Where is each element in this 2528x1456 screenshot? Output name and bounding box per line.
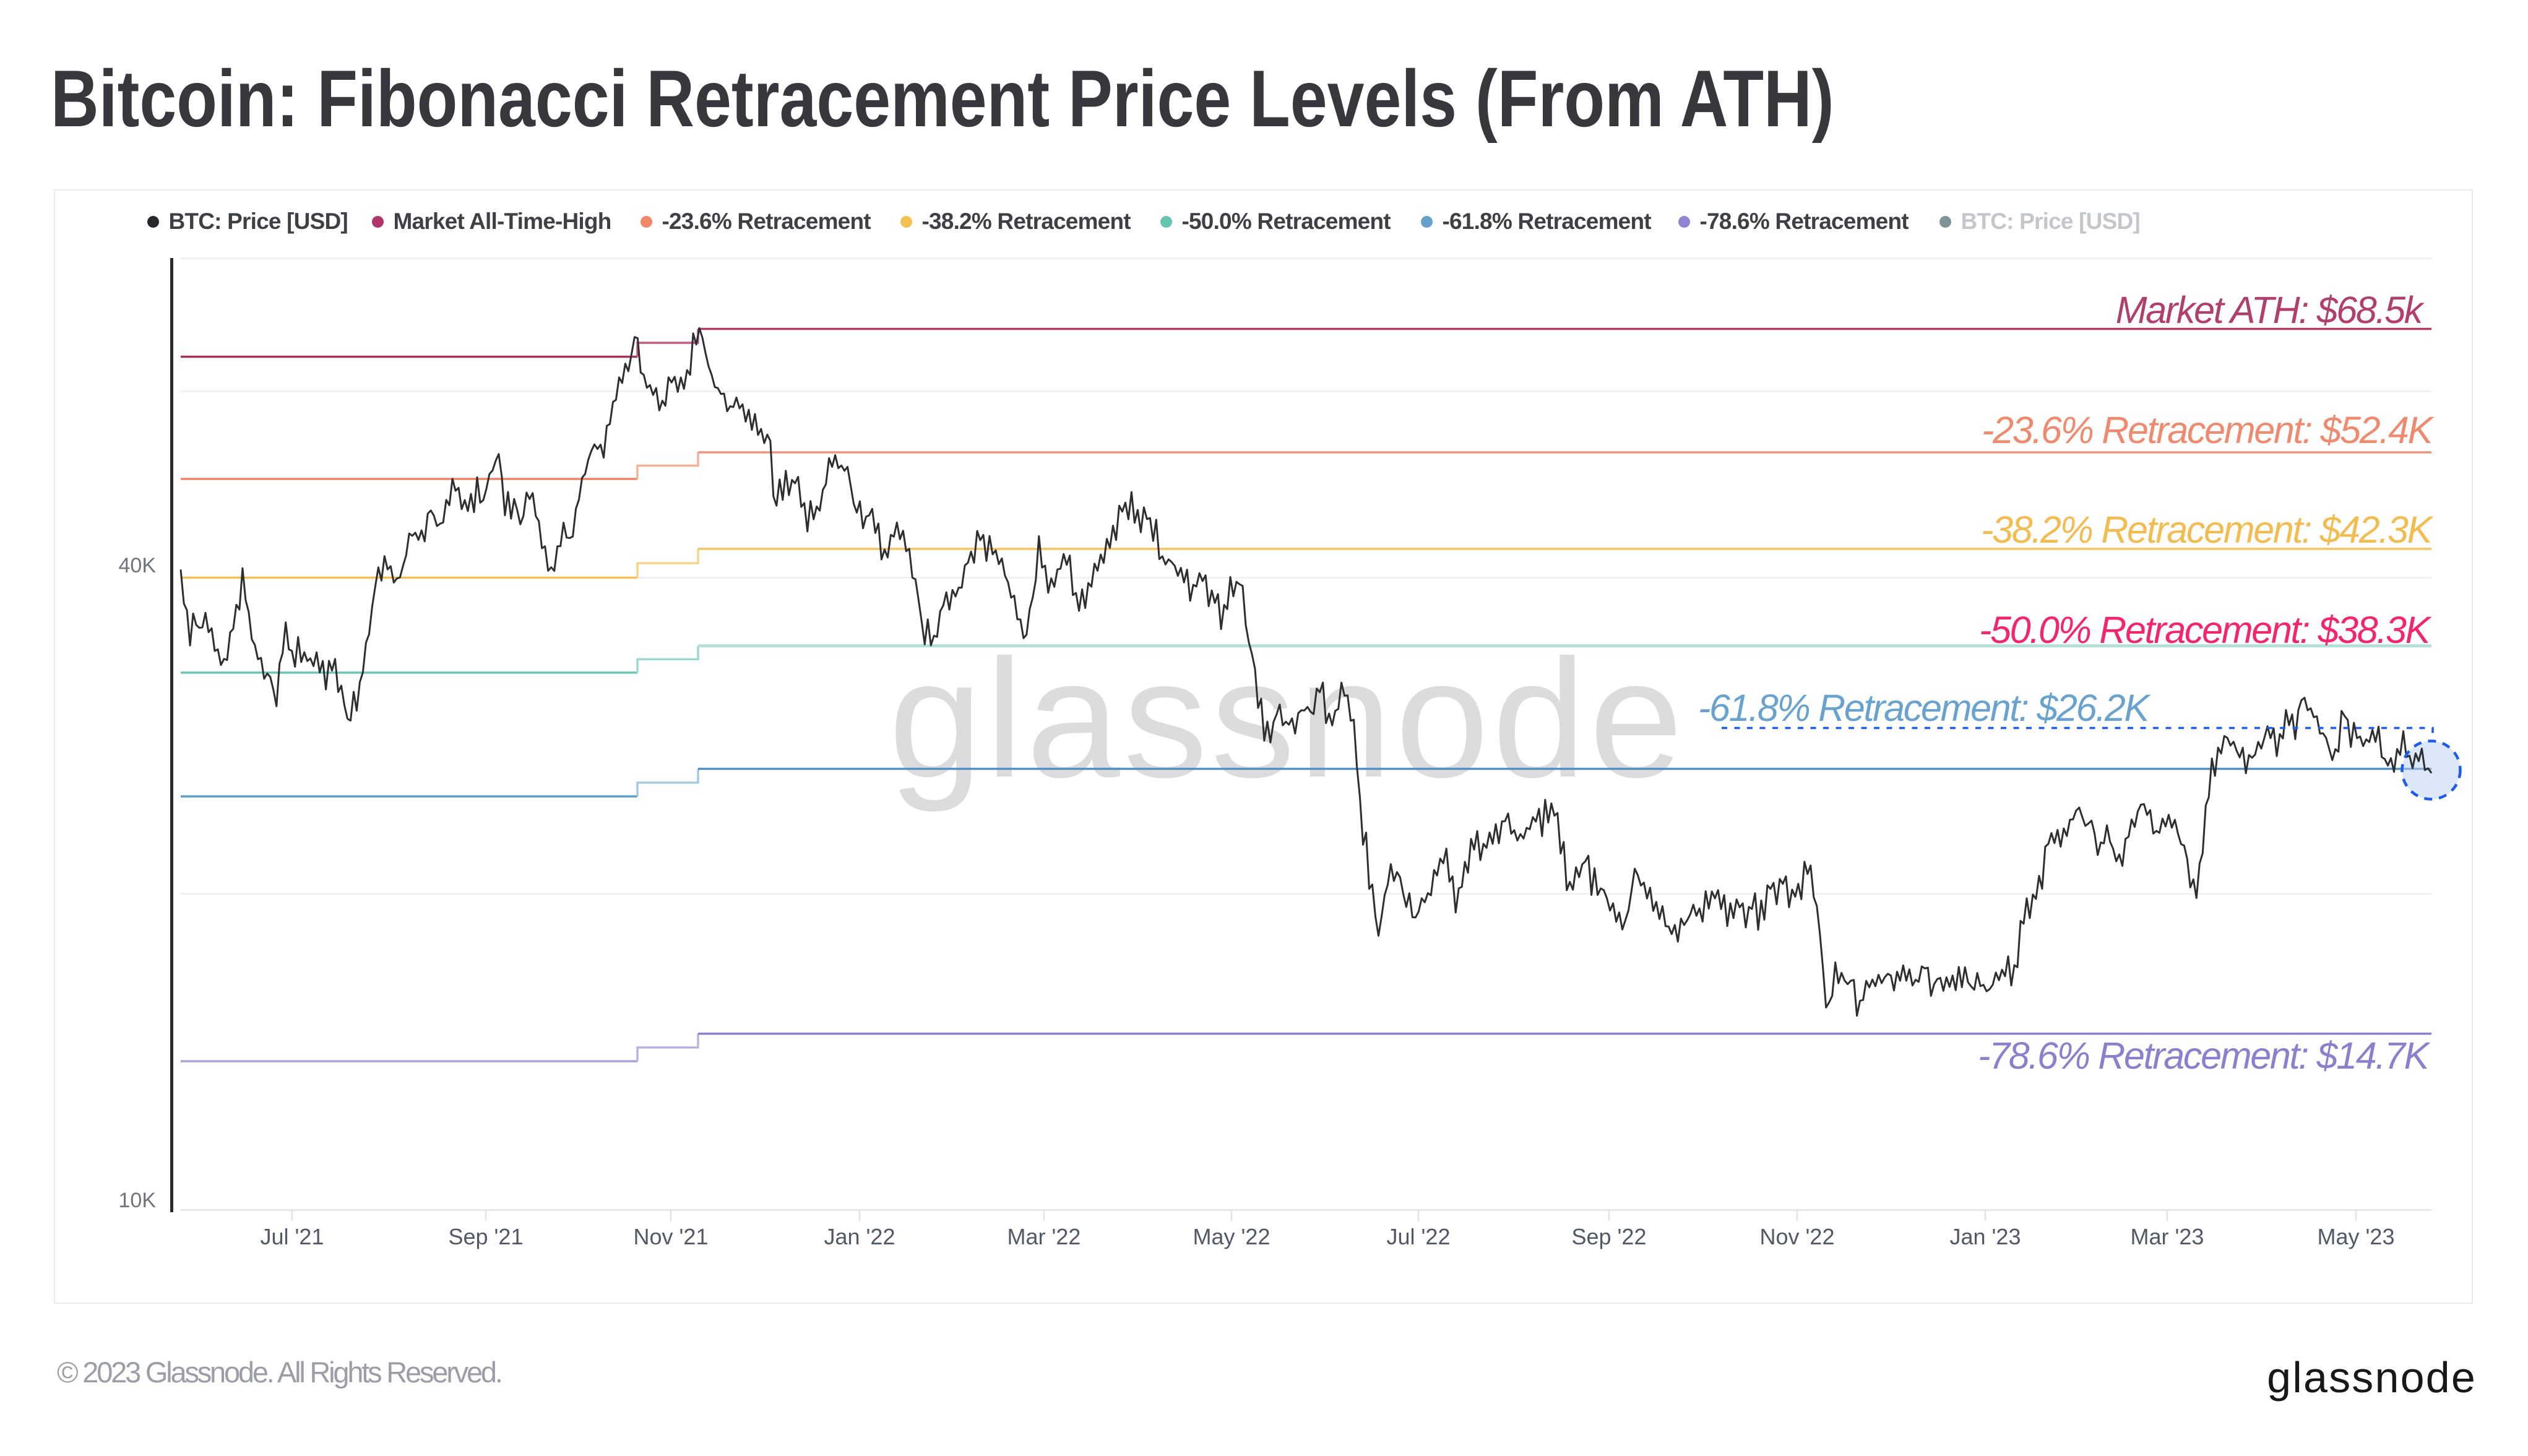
svg-text:Sep '21: Sep '21 xyxy=(449,1224,524,1249)
svg-text:-23.6% Retracement: $52.4K: -23.6% Retracement: $52.4K xyxy=(1982,409,2434,451)
svg-text:-61.8% Retracement: $26.2K: -61.8% Retracement: $26.2K xyxy=(1698,687,2151,729)
svg-text:-38.2% Retracement: $42.3K: -38.2% Retracement: $42.3K xyxy=(1981,509,2433,551)
svg-text:-78.6% Retracement: $14.7K: -78.6% Retracement: $14.7K xyxy=(1978,1035,2430,1077)
svg-text:Jul '21: Jul '21 xyxy=(261,1224,324,1249)
svg-text:Jan '22: Jan '22 xyxy=(824,1224,895,1249)
svg-text:40K: 40K xyxy=(119,554,157,577)
svg-text:10K: 10K xyxy=(119,1189,157,1212)
svg-text:Nov '21: Nov '21 xyxy=(634,1224,709,1249)
svg-text:Jan '23: Jan '23 xyxy=(1950,1224,2021,1249)
svg-text:-50.0% Retracement: $38.3K: -50.0% Retracement: $38.3K xyxy=(1979,609,2431,651)
svg-text:Market ATH: $68.5k: Market ATH: $68.5k xyxy=(2116,289,2425,331)
svg-text:Sep '22: Sep '22 xyxy=(1572,1224,1647,1249)
svg-text:May '22: May '22 xyxy=(1193,1224,1270,1249)
svg-text:Mar '23: Mar '23 xyxy=(2131,1224,2204,1249)
svg-text:Mar '22: Mar '22 xyxy=(1007,1224,1081,1249)
svg-text:Nov '22: Nov '22 xyxy=(1760,1224,1835,1249)
svg-text:May '23: May '23 xyxy=(2318,1224,2395,1249)
svg-text:Jul '22: Jul '22 xyxy=(1387,1224,1451,1249)
